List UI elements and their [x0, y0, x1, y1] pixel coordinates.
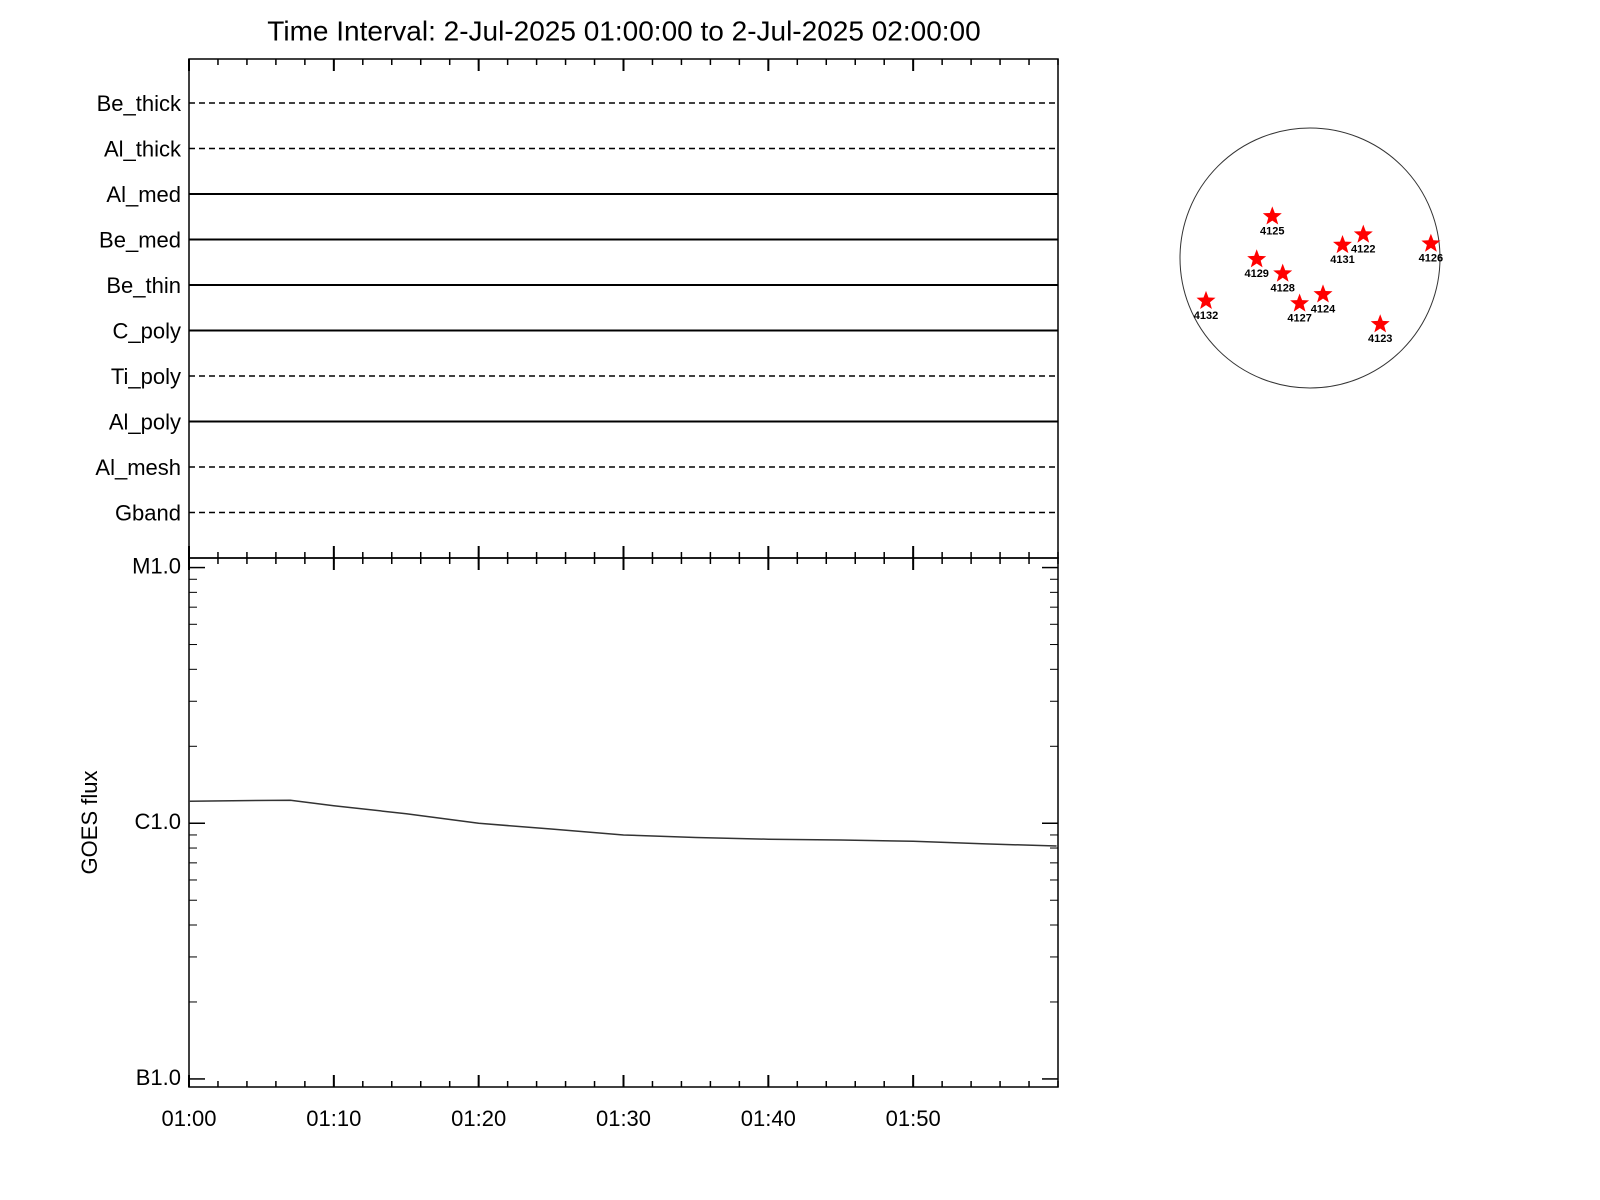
active-region-star	[1333, 235, 1352, 254]
filter-label: Be_thin	[106, 273, 181, 298]
filter-label: Ti_poly	[111, 364, 181, 389]
filter-label: Al_mesh	[95, 455, 181, 480]
active-region-star	[1421, 233, 1441, 252]
y-tick-label: C1.0	[135, 809, 181, 834]
x-tick-label: 01:10	[306, 1106, 361, 1131]
active-region-star	[1196, 290, 1216, 309]
filter-label: Be_med	[99, 227, 181, 252]
active-region-label: 4127	[1287, 312, 1311, 324]
goes-curve	[188, 799, 1057, 847]
active-region-star	[1262, 206, 1282, 225]
title: Time Interval: 2-Jul-2025 01:00:00 to 2-…	[267, 15, 980, 46]
filter-label: C_poly	[113, 318, 181, 343]
filter-label: Al_thick	[104, 136, 182, 161]
active-region-label: 4125	[1260, 225, 1284, 237]
active-region-label: 4132	[1194, 310, 1218, 322]
solar-disk	[1179, 127, 1441, 389]
active-region-star	[1290, 293, 1310, 312]
x-tick-label: 01:40	[741, 1106, 796, 1131]
active-region-label: 4123	[1368, 333, 1392, 345]
active-region-label: 4124	[1311, 303, 1336, 315]
active-region-star	[1370, 314, 1390, 333]
x-tick-label: 01:50	[886, 1106, 941, 1131]
active-region-label: 4126	[1419, 253, 1443, 265]
y-tick-label: M1.0	[132, 553, 181, 578]
x-tick-label: 01:00	[161, 1106, 216, 1131]
filter-label: Gband	[115, 500, 181, 525]
active-region-star	[1273, 263, 1293, 282]
active-region-star	[1247, 249, 1267, 268]
y-axis-label: GOES flux	[77, 771, 102, 875]
filter-label: Be_thick	[97, 91, 182, 116]
active-region-label: 4129	[1244, 268, 1268, 280]
active-region-star	[1313, 284, 1333, 303]
filter-label: Al_poly	[109, 409, 181, 434]
x-tick-label: 01:20	[451, 1106, 506, 1131]
x-tick-label: 01:30	[596, 1106, 651, 1131]
active-region-star	[1353, 224, 1373, 243]
active-region-label: 4131	[1330, 254, 1354, 266]
active-region-label: 4128	[1270, 283, 1294, 295]
y-tick-label: B1.0	[136, 1065, 181, 1090]
active-region-label: 4122	[1351, 244, 1375, 256]
filter-label: Al_med	[106, 182, 181, 207]
